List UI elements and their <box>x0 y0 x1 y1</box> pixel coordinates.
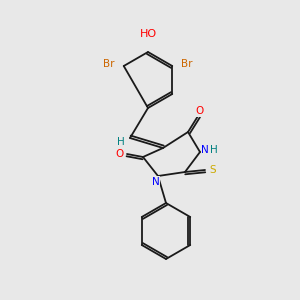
Text: N: N <box>201 145 209 155</box>
Text: O: O <box>115 149 123 159</box>
Text: H: H <box>210 145 218 155</box>
Text: Br: Br <box>103 59 115 69</box>
Text: Br: Br <box>182 59 193 69</box>
Text: S: S <box>210 165 216 175</box>
Text: O: O <box>196 106 204 116</box>
Text: H: H <box>117 137 125 147</box>
Text: HO: HO <box>140 29 157 39</box>
Text: N: N <box>152 177 160 187</box>
